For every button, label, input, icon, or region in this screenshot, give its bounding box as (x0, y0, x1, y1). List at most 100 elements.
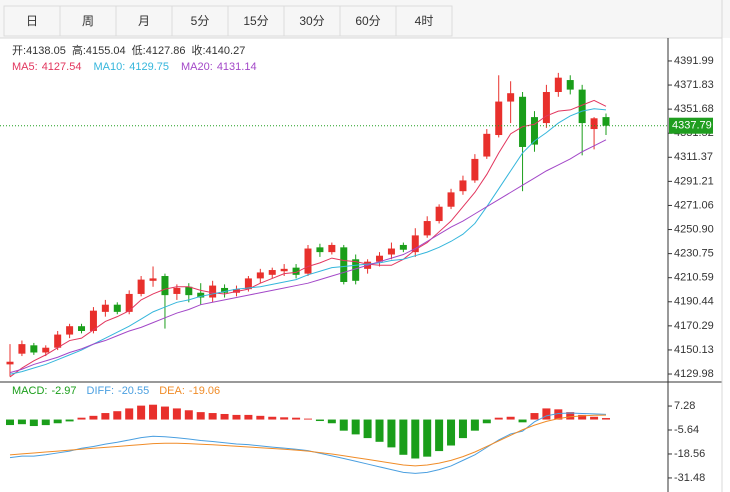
candle-body (471, 158, 479, 181)
candle-body (66, 326, 74, 335)
tab[interactable]: 5分 (171, 5, 229, 37)
candle-body (137, 279, 145, 294)
candle-body (185, 286, 193, 296)
legend-name: MA10: (93, 61, 125, 73)
tab[interactable]: 周 (59, 5, 117, 37)
candle-body (101, 304, 109, 312)
macd-bar (554, 409, 563, 420)
tab[interactable]: 月 (115, 5, 173, 37)
tab-label[interactable]: 60分 (355, 14, 380, 28)
candle-body (483, 133, 491, 157)
y-tick-label: 4190.44 (674, 296, 714, 308)
tab[interactable]: 60分 (339, 5, 397, 37)
y-tick-label: -31.48 (674, 472, 705, 484)
macd-legend: MACD: -2.97 DIFF: -20.55 DEA: -19.06 (12, 385, 220, 397)
macd-bar (101, 413, 110, 420)
y-tick-label: 4371.83 (674, 79, 714, 91)
legend-value: 4131.14 (217, 61, 257, 73)
candle-body (399, 244, 407, 250)
macd-bar (6, 419, 14, 426)
tab-label[interactable]: 5分 (191, 14, 210, 28)
macd-bar (363, 419, 372, 439)
tab-box[interactable] (3, 5, 61, 37)
tab[interactable]: 15分 (227, 5, 285, 37)
macd-bar (220, 413, 229, 420)
candle-body (578, 89, 586, 124)
y-tick-label: -18.56 (674, 448, 705, 460)
macd-bar (137, 405, 146, 420)
tab-label[interactable]: 15分 (243, 14, 268, 28)
tab-box[interactable] (59, 5, 117, 37)
tab-label[interactable]: 周 (82, 14, 94, 28)
macd-bar (375, 419, 384, 442)
candle-body (197, 292, 205, 298)
macd-bar (53, 419, 62, 424)
macd-bar (232, 414, 241, 420)
macd-bar (244, 414, 253, 420)
macd-bar (77, 417, 86, 420)
tab-box[interactable] (171, 5, 229, 37)
y-tick-label: 4250.90 (674, 223, 714, 235)
macd-line (9, 412, 607, 474)
candle-body (542, 92, 550, 124)
tab-label[interactable]: 4时 (415, 14, 434, 28)
y-tick-label: -5.64 (674, 424, 699, 436)
ohlc-label: 开: (12, 45, 26, 57)
price-tag-label: 4337.79 (672, 120, 712, 132)
tab[interactable]: 30分 (283, 5, 341, 37)
legend-name: DEA: (159, 385, 185, 397)
macd-bar (578, 414, 587, 420)
candle-body (161, 276, 169, 296)
macd-bar (542, 408, 551, 420)
y-tick-label: 4291.21 (674, 175, 714, 187)
tab-box[interactable] (283, 5, 341, 37)
macd-bar (399, 419, 408, 455)
tab[interactable]: 日 (3, 5, 61, 37)
macd-bar (184, 410, 193, 420)
macd-bar (566, 412, 575, 420)
ohlc-value: 4140.27 (206, 45, 246, 57)
tab-box[interactable] (395, 5, 453, 37)
tab-box[interactable] (115, 5, 173, 37)
candle-body (125, 293, 133, 312)
candle-body (554, 77, 562, 93)
legend-value: -19.06 (189, 385, 220, 397)
macd-bar (315, 419, 324, 422)
legend-name: DIFF: (87, 385, 115, 397)
candle-body (221, 287, 229, 293)
y-tick-label: 4311.37 (674, 151, 713, 163)
legend-value: -2.97 (51, 385, 76, 397)
macd-bar (160, 406, 169, 420)
ohlc-label: 低: (132, 44, 146, 57)
y-tick-label: 7.28 (674, 400, 695, 412)
y-tick-label: 4150.13 (674, 344, 714, 356)
macd-bar (65, 419, 74, 422)
price-tag (669, 117, 713, 134)
ma-line (9, 139, 607, 374)
macd-bar (280, 417, 289, 420)
macd-bar (304, 418, 312, 420)
macd-bar (387, 419, 396, 448)
macd-bar (113, 411, 122, 420)
macd-bar (292, 417, 301, 420)
legend-value: 4127.54 (42, 61, 82, 73)
tab-label[interactable]: 30分 (299, 14, 324, 28)
ohlc-value: 4127.86 (146, 45, 186, 57)
candle-body (411, 235, 419, 253)
candle-body (232, 289, 240, 293)
tab[interactable]: 4时 (395, 5, 453, 37)
macd-bar (518, 419, 527, 423)
ma-line (9, 99, 607, 378)
tab-label[interactable]: 月 (138, 14, 150, 28)
macd-bar (208, 413, 217, 420)
tab-label[interactable]: 日 (26, 14, 38, 28)
macd-bar (29, 419, 38, 427)
candle-body (113, 304, 121, 312)
tab-box[interactable] (227, 5, 285, 37)
candle-body (447, 192, 455, 207)
macd-bar (149, 404, 158, 420)
macd-bar (411, 419, 420, 459)
candle-body (376, 255, 384, 262)
candle-body (173, 287, 181, 294)
